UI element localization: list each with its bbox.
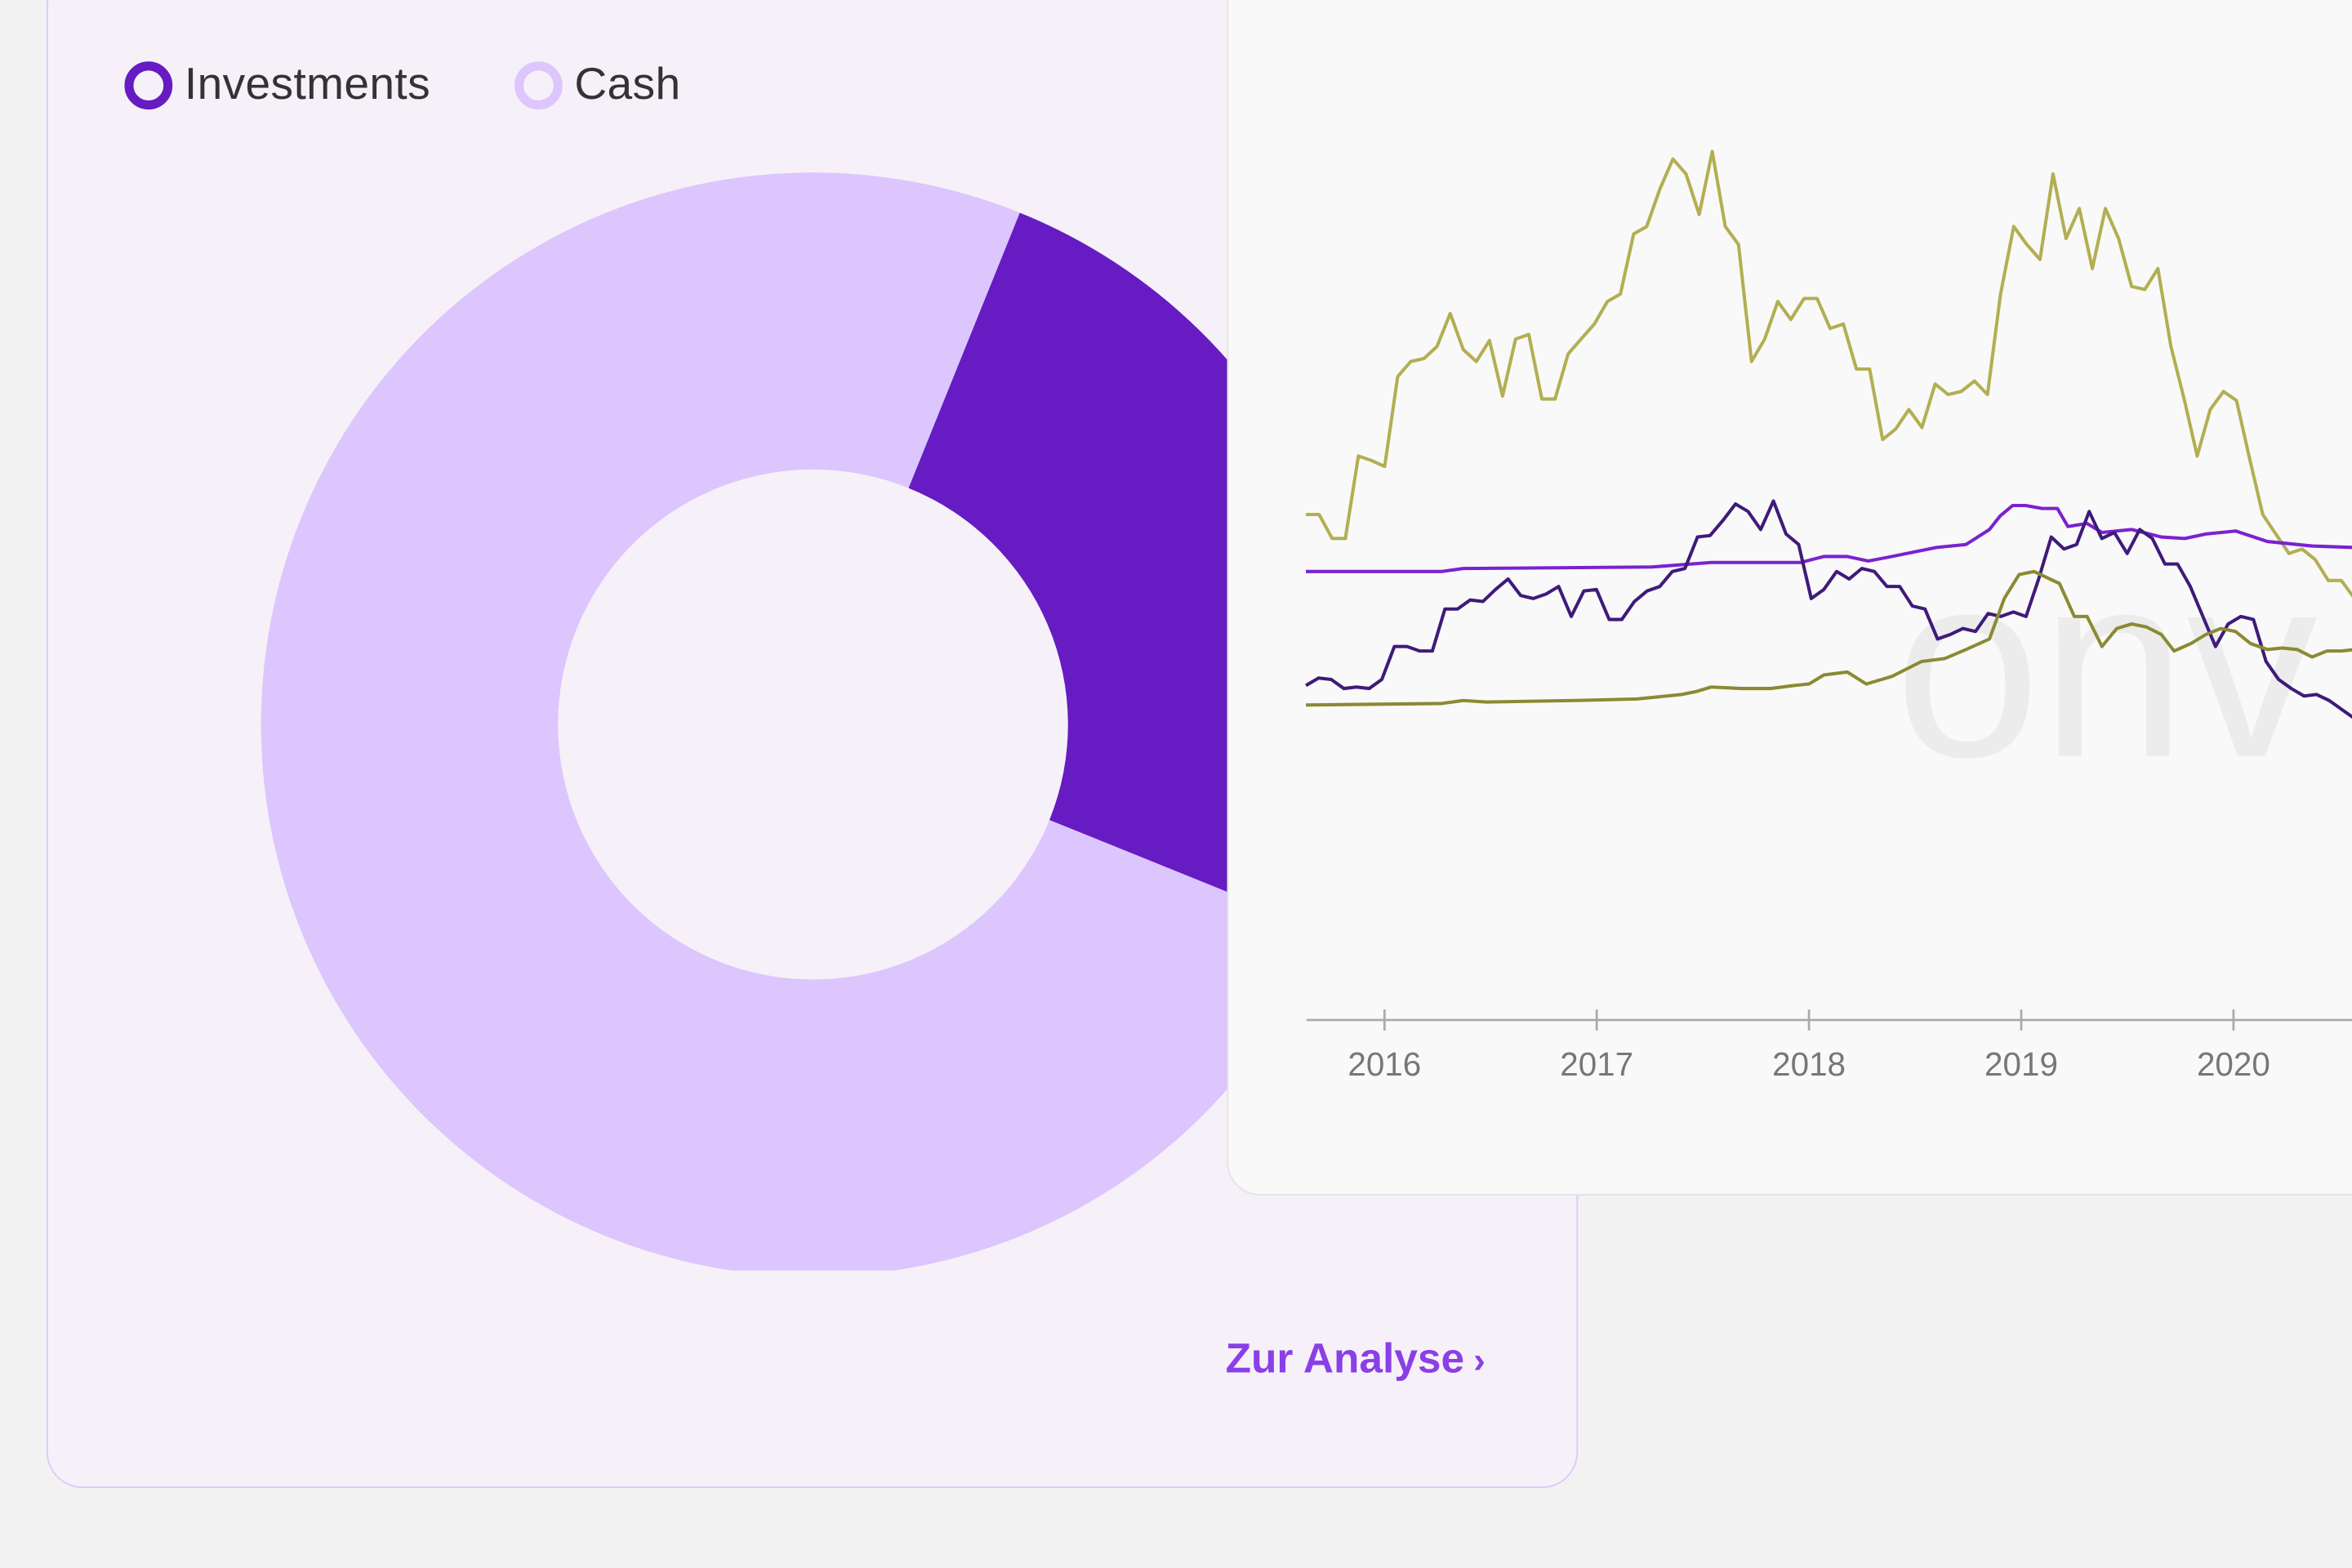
watermark-logo: onv <box>1895 519 2318 813</box>
chevron-right-icon: › <box>1473 1341 1486 1382</box>
x-tick-label: 2019 <box>1984 1045 2058 1083</box>
legend-item-investments[interactable]: Investments <box>124 60 430 110</box>
cash-dot-icon <box>514 61 563 110</box>
line-series-2 <box>1306 503 2352 573</box>
x-tick-label: 2017 <box>1560 1045 1633 1083</box>
legend-item-cash[interactable]: Cash <box>514 60 681 110</box>
line-series-3 <box>1305 499 2352 719</box>
x-tick-label: 2018 <box>1772 1045 1846 1083</box>
x-tick-label: 2020 <box>2197 1045 2270 1083</box>
line-series-4 <box>1306 569 2352 707</box>
investments-dot-icon <box>124 61 173 110</box>
legend-label: Cash <box>574 60 681 110</box>
legend-label: Investments <box>184 60 431 110</box>
analysis-link[interactable]: Zur Analyse › <box>1226 1335 1486 1383</box>
line-chart: onv 2016 2017 2018 2019 2020 <box>1305 149 2352 1083</box>
performance-chart-card: onv 2016 2017 2018 2019 2020 <box>1227 0 2352 1196</box>
x-tick-label: 2016 <box>1348 1045 1421 1083</box>
donut-slice-cash[interactable] <box>261 172 1325 1276</box>
analysis-link-label: Zur Analyse <box>1225 1334 1465 1382</box>
line-series-1 <box>1306 149 2352 599</box>
legend: Investments Cash <box>124 60 764 110</box>
